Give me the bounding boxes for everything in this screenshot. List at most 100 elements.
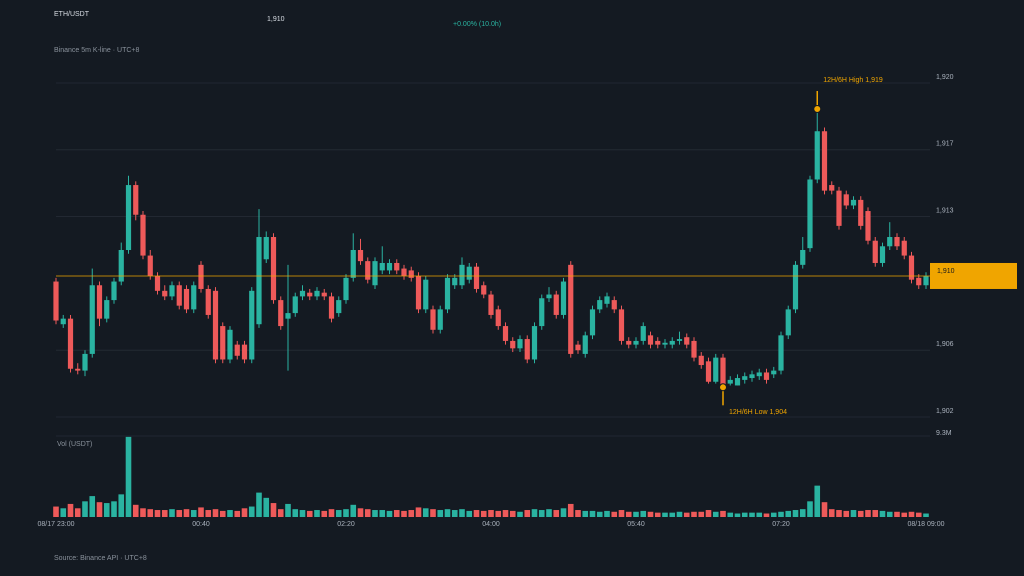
candle-body: [452, 277, 458, 286]
candle-body: [53, 281, 59, 321]
volume-bar: [169, 509, 175, 517]
volume-bar: [560, 508, 567, 517]
volume-bar: [865, 510, 871, 517]
candle-body: [778, 335, 784, 371]
volume-bar: [749, 512, 755, 517]
x-tick-label: 00:40: [192, 521, 210, 528]
volume-bar: [908, 511, 915, 517]
candle-body: [350, 250, 356, 278]
candle-body: [647, 335, 654, 345]
candle-body: [908, 255, 915, 280]
volume-bar: [67, 503, 74, 517]
candle-body: [865, 211, 871, 241]
candle-body: [481, 285, 487, 295]
volume-bar: [379, 510, 386, 517]
volume-bar: [640, 510, 647, 517]
volume-bar: [915, 512, 922, 517]
header-price: 1,910: [267, 16, 285, 23]
x-tick-label: 04:00: [482, 521, 500, 528]
candle-body: [850, 199, 857, 206]
candle-body: [183, 288, 190, 310]
volume-bar: [111, 501, 117, 517]
candle-body: [502, 326, 509, 341]
volume-bar: [698, 511, 705, 517]
volume-bar: [792, 510, 799, 517]
candle-body: [691, 340, 697, 358]
price-change: +0.00% (10.0h): [453, 21, 501, 28]
footer: Source: Binance API · UTC+8: [54, 555, 147, 562]
candle-body: [720, 357, 726, 386]
y-tick-label: 1,902: [936, 408, 954, 415]
volume-bar: [430, 509, 436, 517]
volume-title: Vol (USDT): [57, 441, 92, 448]
candle-body: [872, 240, 878, 263]
candle-body: [82, 353, 88, 371]
volume-bar: [401, 510, 407, 517]
candle-body: [386, 262, 393, 271]
volume-bar: [763, 513, 770, 517]
candle-body: [459, 264, 465, 286]
candle-body: [205, 288, 211, 315]
volume-bar: [625, 511, 632, 517]
candle-body: [256, 237, 262, 325]
candle-body: [220, 326, 226, 360]
candle-body: [321, 292, 327, 297]
candle-body: [379, 262, 385, 271]
candle-body: [111, 281, 117, 301]
candle-body: [698, 355, 704, 366]
candle-body: [763, 372, 770, 380]
candle-body: [836, 190, 842, 226]
candle-body: [604, 296, 610, 304]
volume-bar: [509, 510, 516, 517]
volume-bar: [604, 510, 610, 517]
candle-body: [531, 326, 538, 360]
volume-bar: [393, 510, 400, 517]
volume-bar: [828, 509, 835, 517]
candle-body: [154, 275, 161, 291]
candle-body: [662, 342, 668, 345]
candle-body: [89, 285, 95, 354]
candle-body: [473, 266, 480, 289]
volume-bar: [198, 507, 204, 517]
candle-body: [843, 194, 849, 206]
volume-bar: [807, 501, 813, 517]
volume-bar: [118, 494, 125, 517]
volume-bar: [183, 509, 190, 517]
volume-bar: [567, 503, 574, 517]
volume-bar: [314, 510, 320, 517]
candle-body: [901, 240, 907, 256]
candle-body: [597, 300, 603, 310]
volume-bar: [633, 511, 639, 517]
volume-bar: [125, 436, 132, 517]
candle-body: [618, 309, 625, 341]
volume-bar: [176, 510, 183, 517]
candle-body: [198, 264, 204, 289]
candle-body: [488, 294, 494, 315]
candle-body: [263, 237, 269, 260]
volume-bar: [618, 510, 625, 517]
candle-body: [771, 370, 777, 375]
candle-body: [133, 185, 139, 215]
volume-bar: [219, 510, 226, 517]
volume-bar: [575, 510, 581, 517]
volume-bar: [502, 510, 509, 517]
candle-body: [227, 329, 233, 360]
candle-body: [589, 309, 596, 336]
candle-body: [343, 277, 349, 301]
candle-body: [365, 261, 371, 280]
volume-bar: [357, 508, 364, 517]
volume-bar: [770, 512, 777, 517]
volume-bar: [538, 510, 545, 517]
volume-bar: [734, 513, 741, 517]
candle-body: [829, 185, 835, 191]
candle-body: [517, 339, 523, 349]
volume-bar: [857, 510, 864, 517]
y-tick-label: 1,913: [936, 207, 954, 214]
candle-body: [858, 199, 864, 226]
candle-body: [423, 279, 429, 310]
candle-body: [118, 250, 124, 282]
volume-bar: [589, 510, 596, 517]
candle-body: [800, 250, 806, 265]
volume-bar: [241, 508, 248, 517]
